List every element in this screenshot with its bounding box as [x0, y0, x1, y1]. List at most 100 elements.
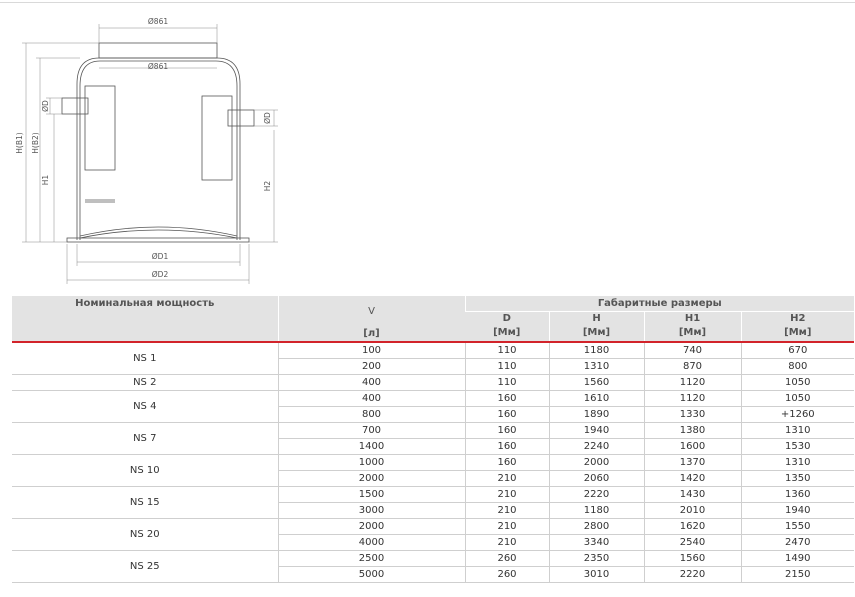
h-cell: 2220	[548, 486, 644, 503]
h2-cell: 1310	[740, 454, 855, 471]
table-row: 800 160 1890 1330 +1260	[12, 406, 855, 423]
volume-cell: 3000	[277, 502, 465, 519]
base-d2-label: ØD2	[152, 270, 169, 279]
h2-cell: 1360	[740, 486, 855, 503]
h-cell: 1560	[548, 374, 644, 391]
model-cell: NS 20	[12, 518, 278, 551]
volume-cell: 1000	[277, 454, 465, 471]
inner-diameter-label: Ø861	[148, 62, 168, 71]
table-row: NS 25 2500 260 2350 1560 1490	[12, 550, 855, 583]
header-col-h2: H2	[740, 311, 855, 325]
left-pipe-diameter-label: ØD	[41, 100, 50, 112]
h2-cell: 1550	[740, 518, 855, 535]
d-cell: 210	[464, 486, 549, 503]
table-row: NS 4 400 160 1610 1120 1050	[12, 390, 855, 423]
header-dimensions: Габаритные размеры	[464, 296, 855, 312]
model-cell: NS 1	[12, 342, 278, 375]
h-cell: 1940	[548, 422, 644, 439]
volume-cell: 400	[277, 374, 465, 391]
h2-cell: 1350	[740, 470, 855, 487]
left-pipe	[61, 97, 89, 115]
table-row: 3000 210 1180 2010 1940	[12, 502, 855, 519]
top-pipe	[98, 42, 218, 59]
table-row: NS 7 700 160 1940 1380 1310	[12, 422, 855, 455]
h-cell: 2060	[548, 470, 644, 487]
h-cell: 1180	[548, 342, 644, 359]
header-col-h1: H1	[643, 311, 741, 325]
model-cell: NS 4	[12, 390, 278, 423]
header-volume-unit: [л]	[363, 328, 380, 339]
h-cell: 1310	[548, 358, 644, 375]
h2-cell: 2150	[740, 566, 855, 583]
volume-cell: 200	[277, 358, 465, 375]
table-row: 5000 260 3010 2220 2150	[12, 566, 855, 583]
header-unit-h1: [Мм]	[643, 325, 741, 342]
d-cell: 210	[464, 518, 549, 535]
d-cell: 160	[464, 454, 549, 471]
d-cell: 260	[464, 550, 549, 567]
tank-body	[76, 57, 241, 240]
h1-cell: 1120	[643, 390, 741, 407]
h1-cell: 2220	[643, 566, 741, 583]
base-d1-label: ØD1	[152, 252, 169, 261]
h-cell: 3010	[548, 566, 644, 583]
volume-cell: 2000	[277, 470, 465, 487]
volume-cell: 800	[277, 406, 465, 423]
d-cell: 160	[464, 406, 549, 423]
header-volume: V [л]	[277, 296, 465, 342]
model-cell: NS 2	[12, 374, 278, 391]
tank-base	[66, 237, 250, 243]
right-baffle	[201, 95, 233, 181]
h2-cell: 1050	[740, 374, 855, 391]
volume-cell: 700	[277, 422, 465, 439]
volume-cell: 4000	[277, 534, 465, 551]
d-cell: 160	[464, 390, 549, 407]
h-cell: 2800	[548, 518, 644, 535]
d-cell: 210	[464, 502, 549, 519]
h-cell: 2350	[548, 550, 644, 567]
h-cell: 2000	[548, 454, 644, 471]
h2-label: H2	[263, 181, 272, 192]
table-row: 2000 210 2060 1420 1350	[12, 470, 855, 487]
model-cell: NS 7	[12, 422, 278, 455]
right-pipe-diameter-label: ØD	[263, 112, 272, 124]
h1-cell: 1620	[643, 518, 741, 535]
header-unit-d: [Мм]	[465, 325, 549, 342]
model-cell: NS 15	[12, 486, 278, 519]
right-pipe	[227, 109, 255, 127]
h-cell: 1180	[548, 502, 644, 519]
top-divider	[0, 2, 855, 3]
h1-cell: 1380	[643, 422, 741, 439]
table-row: NS 15 1500 210 2220 1430 1360	[12, 486, 855, 519]
d-cell: 210	[464, 470, 549, 487]
h-cell: 3340	[548, 534, 644, 551]
volume-cell: 1500	[277, 486, 465, 503]
top-diameter-label: Ø861	[148, 17, 168, 26]
table-row: NS 1 100 110 1180 740 670	[12, 342, 855, 375]
h2-cell: 2470	[740, 534, 855, 551]
h1-cell: 1330	[643, 406, 741, 423]
table-header: Номинальная мощность V [л] Габаритные ра…	[12, 296, 855, 342]
d-cell: 260	[464, 566, 549, 583]
h1-cell: 1430	[643, 486, 741, 503]
d-cell: 210	[464, 534, 549, 551]
volume-cell: 2500	[277, 550, 465, 567]
h2-cell: 1530	[740, 438, 855, 455]
header-col-d: D	[465, 311, 549, 325]
h-cell: 1890	[548, 406, 644, 423]
table-row: NS 10 1000 160 2000 1370 1310	[12, 454, 855, 487]
volume-cell: 5000	[277, 566, 465, 583]
specification-table: Номинальная мощность V [л] Габаритные ра…	[12, 296, 855, 583]
table-row: 4000 210 3340 2540 2470	[12, 534, 855, 551]
table-row: 200 110 1310 870 800	[12, 358, 855, 375]
h1-cell: 2010	[643, 502, 741, 519]
d-cell: 110	[464, 358, 549, 375]
height-b2-label: H(B2)	[31, 132, 40, 153]
table-body: NS 1 100 110 1180 740 670 200 110 1310 8…	[12, 342, 855, 583]
header-nominal-power: Номинальная мощность	[12, 296, 278, 342]
volume-cell: 2000	[277, 518, 465, 535]
h1-cell: 1370	[643, 454, 741, 471]
volume-cell: 1400	[277, 438, 465, 455]
h2-cell: 1940	[740, 502, 855, 519]
table-row: 1400 160 2240 1600 1530	[12, 438, 855, 455]
